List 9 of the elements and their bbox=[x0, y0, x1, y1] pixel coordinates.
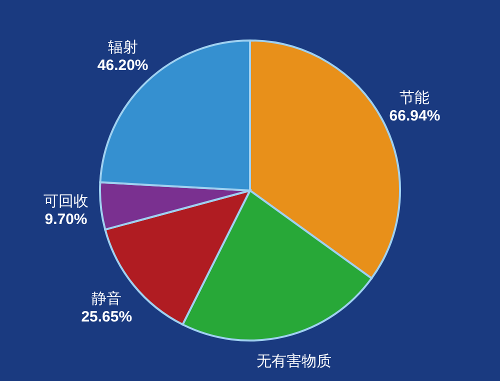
slice-label: 静音 bbox=[92, 289, 122, 308]
data-label: 25.65% bbox=[81, 308, 132, 326]
data-label: 66.94% bbox=[389, 107, 440, 124]
slice-label: 无有害物质 bbox=[256, 352, 332, 370]
slice-label: 可回收 bbox=[44, 192, 89, 210]
data-label: 46.20% bbox=[97, 57, 148, 74]
data-label: 9.70% bbox=[44, 210, 88, 228]
slice-label: 节能 bbox=[400, 88, 430, 106]
slice-label: 辐射 bbox=[108, 38, 138, 56]
